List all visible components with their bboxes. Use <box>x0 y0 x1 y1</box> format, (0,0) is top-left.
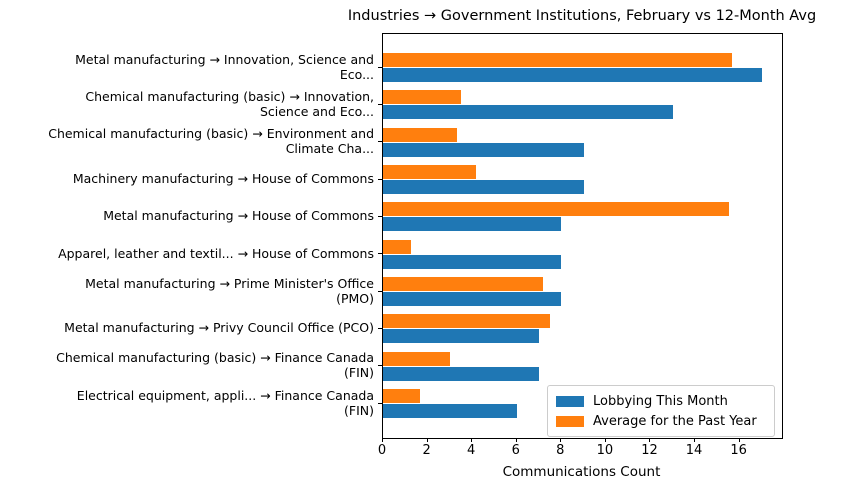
x-tick <box>694 438 696 442</box>
bar-this-month <box>383 329 540 344</box>
bar-past-year <box>383 277 543 292</box>
y-tick-label: Chemical manufacturing (basic) → Environ… <box>48 126 374 157</box>
bar-this-month <box>383 217 562 232</box>
bar-this-month <box>383 180 584 195</box>
y-tick <box>378 178 382 180</box>
bar-this-month <box>383 404 517 419</box>
y-tick <box>378 290 382 292</box>
bar-this-month <box>383 105 673 120</box>
legend-swatch-this-month <box>556 395 584 407</box>
x-tick <box>604 438 606 442</box>
bar-past-year <box>383 389 421 404</box>
y-tick-label: Machinery manufacturing → House of Commo… <box>72 171 374 187</box>
bar-this-month <box>383 366 540 381</box>
bar-past-year <box>383 314 551 329</box>
y-tick-label: Chemical manufacturing (basic) → Finance… <box>56 350 374 381</box>
x-tick <box>471 438 473 442</box>
x-tick-label: 14 <box>685 443 703 458</box>
bar-this-month <box>383 292 562 307</box>
y-tick <box>378 402 382 404</box>
chart-title: Industries → Government Institutions, Fe… <box>347 8 817 24</box>
x-tick <box>738 438 740 442</box>
x-tick-label: 8 <box>556 443 565 458</box>
x-tick-label: 0 <box>377 443 387 458</box>
y-tick <box>378 327 382 329</box>
bar-past-year <box>383 202 729 217</box>
bar-past-year <box>383 90 462 105</box>
x-tick-label: 6 <box>511 443 520 458</box>
bar-past-year <box>383 239 411 254</box>
bar-this-month <box>383 254 562 269</box>
bar-past-year <box>383 127 458 142</box>
y-tick <box>378 103 382 105</box>
legend-item-this-month: Lobbying This Month <box>556 391 766 411</box>
x-tick-label: 16 <box>730 443 747 458</box>
y-tick-label: Apparel, leather and textil... → House o… <box>58 245 374 261</box>
plot-area <box>382 33 783 439</box>
y-tick <box>378 66 382 68</box>
y-tick-label: Metal manufacturing → Prime Minister's O… <box>85 275 374 306</box>
bar-past-year <box>383 165 476 180</box>
legend: Lobbying This Month Average for the Past… <box>547 385 775 437</box>
x-tick <box>426 438 428 442</box>
legend-label-past-year: Average for the Past Year <box>593 413 757 429</box>
y-tick-label: Metal manufacturing → House of Commons <box>103 208 374 224</box>
bar-past-year <box>383 351 450 366</box>
legend-item-past-year: Average for the Past Year <box>556 411 766 431</box>
x-axis-label: Communications Count <box>502 464 661 480</box>
x-tick <box>649 438 651 442</box>
x-tick <box>515 438 517 442</box>
bar-this-month <box>383 142 584 157</box>
legend-label-this-month: Lobbying This Month <box>593 393 728 409</box>
x-tick <box>382 438 383 442</box>
y-tick <box>378 365 382 367</box>
x-tick <box>560 438 562 442</box>
y-tick-label: Metal manufacturing → Privy Council Offi… <box>64 320 374 336</box>
x-tick-label: 10 <box>596 443 614 458</box>
y-tick-label: Metal manufacturing → Innovation, Scienc… <box>75 51 374 82</box>
y-tick <box>378 253 382 255</box>
y-tick <box>378 141 382 143</box>
x-tick-label: 2 <box>422 443 431 458</box>
y-tick <box>378 215 382 217</box>
y-tick-label: Chemical manufacturing (basic) → Innovat… <box>85 88 374 119</box>
bar-past-year <box>383 53 733 67</box>
x-tick-label: 12 <box>641 443 658 458</box>
y-tick-label: Electrical equipment, appli... → Finance… <box>76 387 374 418</box>
bar-this-month <box>383 68 762 82</box>
legend-swatch-past-year <box>556 415 584 427</box>
x-tick-label: 4 <box>467 443 476 458</box>
